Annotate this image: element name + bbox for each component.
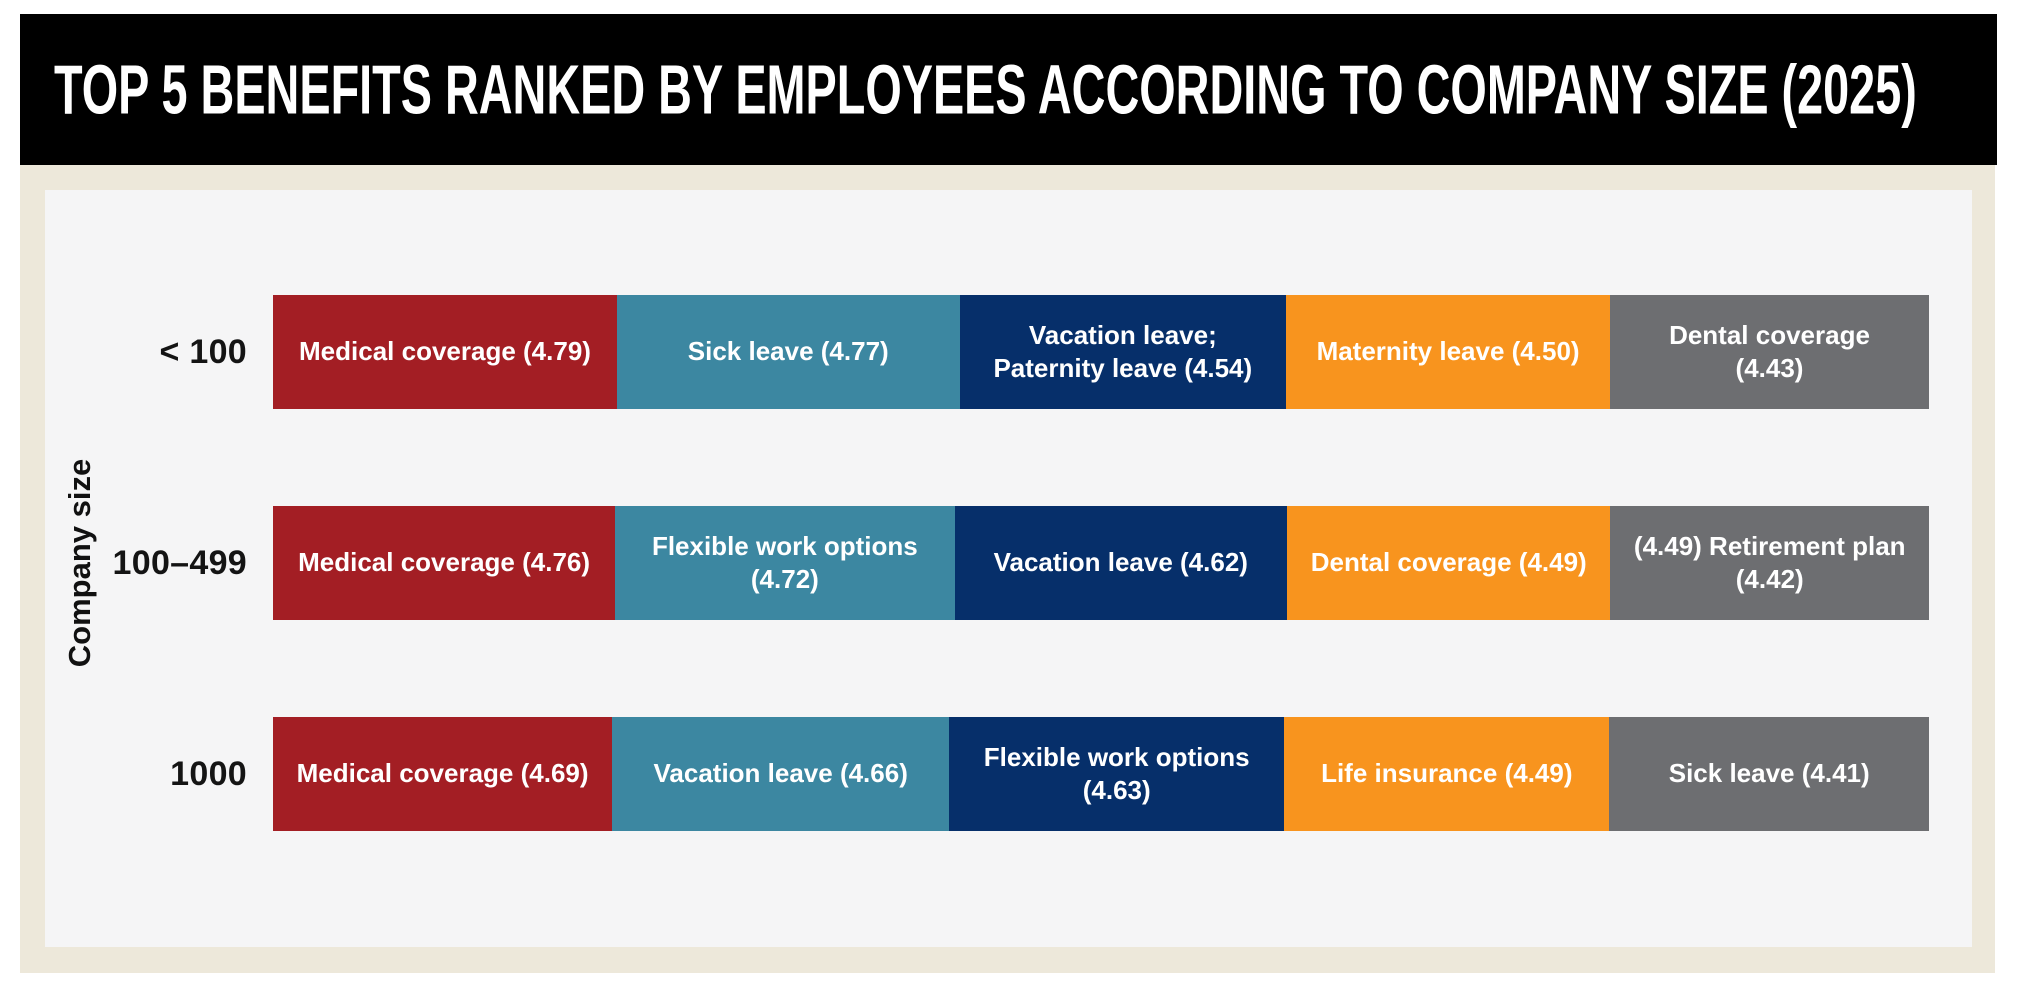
bar-stack: Medical coverage (4.69) Vacation leave (4… <box>273 717 1930 831</box>
bar-segment-label: Dental coverage (4.49) <box>1310 547 1587 578</box>
bar-segment-label: Medical coverage (4.76) <box>298 547 591 578</box>
bar-segment-label: Sick leave (4.77) <box>687 336 889 367</box>
bar-segment-rank-4: Life insurance (4.49) <box>1284 717 1610 831</box>
chart-row: < 100 Medical coverage (4.79) Sick leave (… <box>45 295 1972 409</box>
row-label: < 100 <box>159 332 247 371</box>
plot-area: < 100 Medical coverage (4.79) Sick leave (… <box>45 190 1972 947</box>
bar-segment-rank-5: Dental coverage (4.43) <box>1610 295 1929 409</box>
bar-segment-rank-1: Medical coverage (4.69) <box>273 717 613 831</box>
title-bar: TOP 5 BENEFITS RANKED BY EMPLOYEES ACCOR… <box>20 14 1997 165</box>
bar-segment-rank-1: Medical coverage (4.76) <box>273 506 616 620</box>
bar-segment-label: Vacation leave (4.62) <box>993 547 1248 578</box>
row-label: 100–499 <box>112 543 247 582</box>
bar-segment-label: Maternity leave (4.50) <box>1316 336 1580 367</box>
bar-segment-rank-1: Medical coverage (4.79) <box>273 295 617 409</box>
bar-segment-rank-2: Flexible work options (4.72) <box>615 506 955 620</box>
bar-segment-label: Medical coverage (4.79) <box>299 336 591 367</box>
bar-segment-rank-2: Vacation leave (4.66) <box>612 717 950 831</box>
chart-rows: < 100 Medical coverage (4.79) Sick leave (… <box>45 295 1972 831</box>
bar-segment-label: Flexible work options (4.72) <box>651 530 918 594</box>
bar-segment-rank-4: Maternity leave (4.50) <box>1286 295 1610 409</box>
bar-segment-rank-2: Sick leave (4.77) <box>616 295 960 409</box>
bar-segment-rank-5: Sick leave (4.41) <box>1609 717 1930 831</box>
bar-segment-label: Dental coverage (4.43) <box>1669 319 1870 383</box>
chart-title: TOP 5 BENEFITS RANKED BY EMPLOYEES ACCOR… <box>54 50 1917 129</box>
bar-segment-label: Medical coverage (4.69) <box>296 758 589 789</box>
bar-segment-label: Life insurance (4.49) <box>1321 758 1573 789</box>
bar-stack: Medical coverage (4.79) Sick leave (4.77)… <box>273 295 1929 409</box>
bar-segment-label: Vacation leave; Paternity leave (4.54) <box>993 319 1253 383</box>
bar-segment-label: Flexible work options (4.63) <box>983 741 1250 805</box>
bar-segment-rank-4: Dental coverage (4.49) <box>1287 506 1611 620</box>
chart-row: 1000 Medical coverage (4.69) Vacation leav… <box>45 717 1972 831</box>
bar-stack: Medical coverage (4.76) Flexible work opt… <box>273 506 1930 620</box>
bar-segment-label: Sick leave (4.41) <box>1668 758 1870 789</box>
chart-panel: < 100 Medical coverage (4.79) Sick leave (… <box>20 165 1995 973</box>
bar-segment-rank-3: Flexible work options (4.63) <box>949 717 1285 831</box>
bar-segment-rank-3: Vacation leave (4.62) <box>954 506 1287 620</box>
bar-segment-label: Vacation leave (4.66) <box>653 758 908 789</box>
y-axis-label: Company size <box>62 458 97 668</box>
chart-row: 100–499 Medical coverage (4.76) Flexible w… <box>45 506 1972 620</box>
bar-segment-rank-5: (4.49) Retirement plan (4.42) <box>1610 506 1930 620</box>
bar-segment-rank-3: Vacation leave; Paternity leave (4.54) <box>959 295 1287 409</box>
row-label: 1000 <box>170 754 247 793</box>
bar-segment-label: (4.49) Retirement plan (4.42) <box>1633 530 1906 594</box>
